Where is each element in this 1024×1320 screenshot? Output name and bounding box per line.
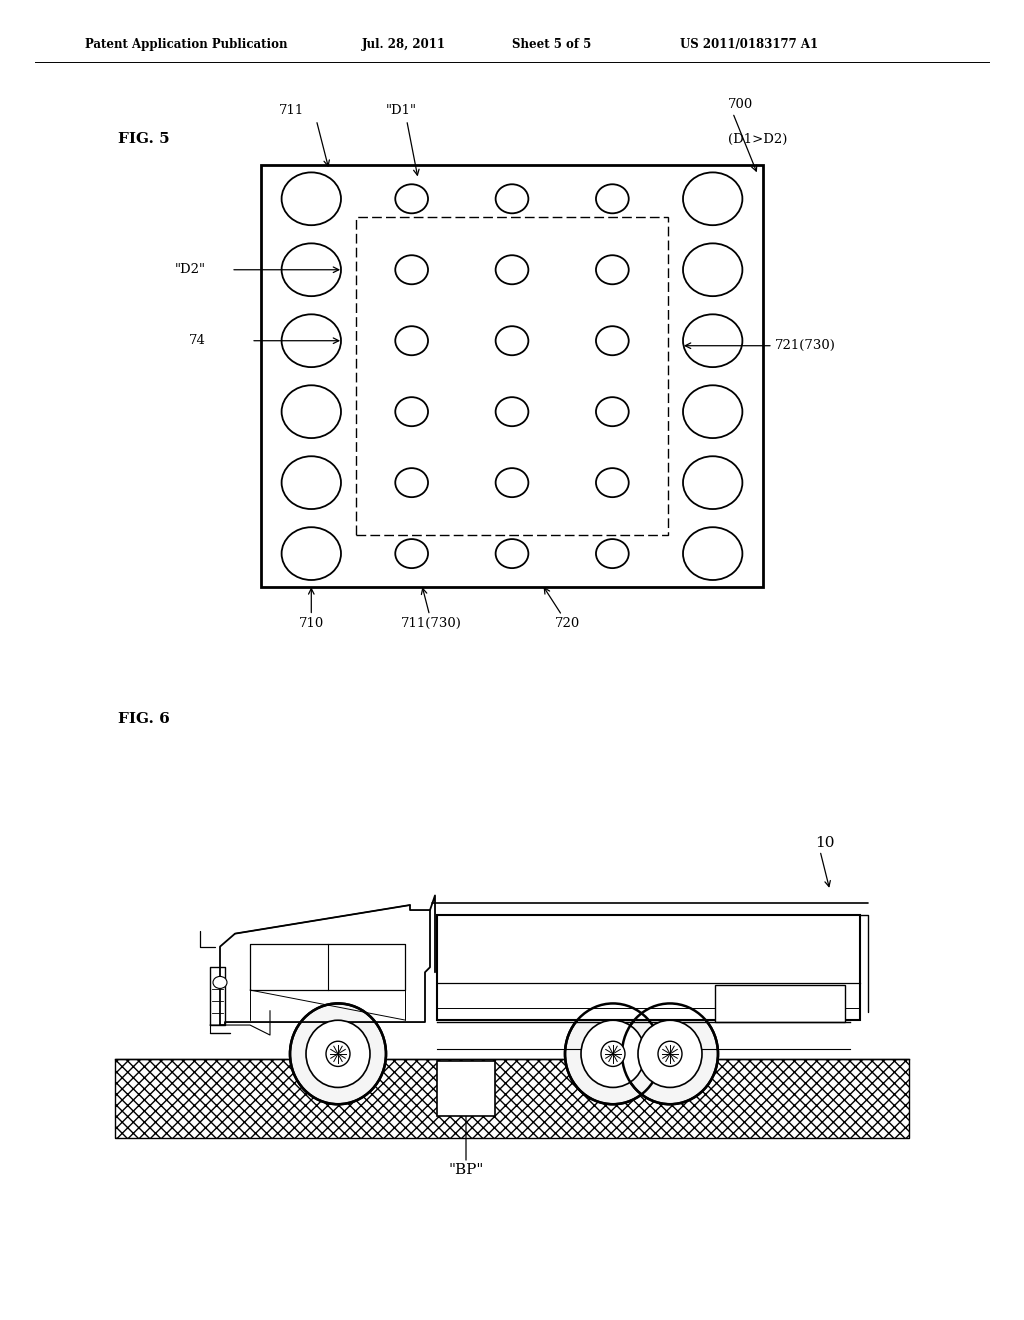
Text: (D1>D2): (D1>D2) bbox=[728, 133, 787, 145]
Text: 74: 74 bbox=[189, 334, 206, 347]
Bar bbox=[356, 218, 668, 535]
Ellipse shape bbox=[326, 1041, 350, 1067]
Bar bbox=[598, 1041, 685, 1065]
Bar bbox=[437, 1061, 495, 1115]
Ellipse shape bbox=[601, 1041, 625, 1067]
Ellipse shape bbox=[290, 1003, 386, 1105]
Text: 721(730): 721(730) bbox=[775, 339, 836, 352]
Text: 700: 700 bbox=[728, 98, 753, 111]
Bar bbox=[115, 1059, 909, 1138]
Bar bbox=[437, 915, 860, 1020]
Text: FIG. 6: FIG. 6 bbox=[118, 713, 170, 726]
Bar bbox=[715, 985, 845, 1022]
Ellipse shape bbox=[565, 1003, 662, 1105]
Bar bbox=[115, 1059, 909, 1138]
Text: 720: 720 bbox=[554, 618, 580, 631]
Text: "D2": "D2" bbox=[175, 263, 206, 276]
Text: Patent Application Publication: Patent Application Publication bbox=[85, 38, 288, 50]
Text: 10: 10 bbox=[815, 836, 835, 850]
Ellipse shape bbox=[213, 977, 227, 989]
Text: FIG. 5: FIG. 5 bbox=[118, 132, 169, 145]
Text: 710: 710 bbox=[299, 618, 324, 631]
Text: 711: 711 bbox=[279, 104, 304, 117]
Text: "D1": "D1" bbox=[386, 104, 417, 117]
Ellipse shape bbox=[658, 1041, 682, 1067]
Text: Sheet 5 of 5: Sheet 5 of 5 bbox=[512, 38, 591, 50]
Text: "BP": "BP" bbox=[449, 1163, 483, 1177]
Text: US 2011/0183177 A1: US 2011/0183177 A1 bbox=[680, 38, 818, 50]
Ellipse shape bbox=[622, 1003, 718, 1105]
Text: 711(730): 711(730) bbox=[401, 618, 462, 631]
Ellipse shape bbox=[306, 1020, 370, 1088]
Ellipse shape bbox=[638, 1020, 702, 1088]
Ellipse shape bbox=[581, 1020, 645, 1088]
Text: Jul. 28, 2011: Jul. 28, 2011 bbox=[362, 38, 446, 50]
Bar bbox=[261, 165, 763, 587]
